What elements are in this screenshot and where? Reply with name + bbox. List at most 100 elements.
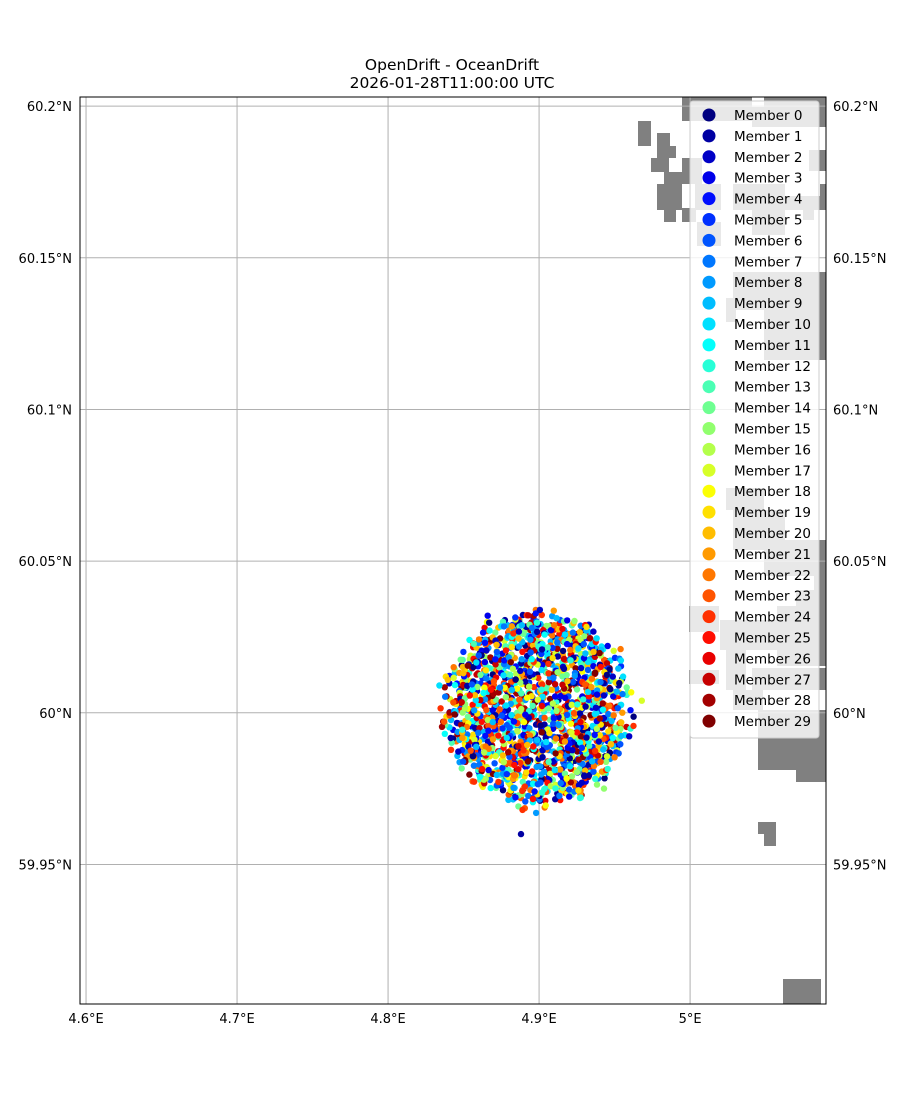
particle-point	[580, 640, 587, 648]
chart-subtitle: 2026-01-28T11:00:00 UTC	[350, 74, 555, 92]
particle-point	[534, 736, 541, 744]
particle-point	[533, 619, 541, 626]
particle-point	[593, 781, 601, 788]
particle-point	[591, 731, 598, 739]
particle-point	[450, 664, 457, 671]
particle-point	[549, 632, 556, 639]
particle-point	[441, 718, 448, 725]
particle-point	[610, 693, 617, 700]
legend-marker	[702, 651, 716, 665]
particle-point	[539, 661, 546, 668]
particle-point	[505, 749, 512, 756]
particle-point	[517, 667, 524, 675]
particle-point	[492, 629, 499, 636]
particle-point	[550, 715, 558, 722]
particle-point	[609, 734, 617, 742]
particle-point	[609, 673, 616, 680]
legend-label: Member 2	[734, 150, 802, 166]
particle-point	[503, 734, 510, 742]
legend-marker	[702, 359, 716, 373]
particle-point	[600, 746, 607, 753]
axis-ticks: 4.6°E 4.7°E 4.8°E 4.9°E 5°E 59.95°N 59.95°N 60°…	[19, 100, 887, 1027]
particle-point	[535, 674, 542, 682]
particle-point	[481, 624, 488, 631]
legend-marker	[702, 171, 716, 185]
particle-point	[479, 629, 487, 636]
particle-point	[592, 704, 600, 711]
particle-point	[515, 635, 522, 642]
particle-point	[529, 642, 537, 649]
y-tick-label-left: 60.2°N	[27, 100, 72, 115]
legend-label: Member 15	[734, 422, 811, 438]
particle-point	[476, 773, 484, 780]
particle-point	[483, 706, 490, 714]
particle-point	[628, 689, 635, 696]
particle-point	[513, 685, 521, 692]
particle-point	[568, 729, 575, 736]
particle-point	[519, 806, 526, 814]
particle-point	[522, 711, 529, 718]
particle-point	[438, 723, 446, 730]
particle-point	[595, 738, 602, 745]
y-tick-label-right: 60°N	[833, 707, 866, 722]
particle-point	[627, 707, 634, 714]
particle-point	[599, 700, 606, 707]
particle-point	[515, 643, 523, 650]
particle-point	[623, 684, 630, 691]
particle-point	[506, 671, 514, 678]
particle-point	[516, 696, 523, 703]
legend-marker	[702, 693, 716, 707]
legend-label: Member 17	[734, 463, 811, 479]
particle-point	[575, 645, 582, 652]
particle-point	[509, 665, 517, 672]
particle-point	[478, 718, 485, 725]
particle-point	[510, 630, 517, 637]
particle-point	[508, 711, 515, 719]
particle-point	[545, 670, 552, 677]
legend-marker	[702, 338, 716, 352]
particle-point	[552, 735, 560, 742]
particle-point	[575, 756, 582, 763]
particle-point	[537, 722, 544, 729]
legend-label: Member 29	[734, 714, 811, 730]
particle-point	[466, 771, 473, 778]
particle-point	[499, 725, 506, 732]
particle-point	[475, 636, 483, 643]
particle-point	[576, 710, 584, 717]
legend-label: Member 22	[734, 568, 811, 584]
particle-point	[538, 771, 545, 778]
particle-point	[548, 686, 556, 693]
particle-point	[559, 681, 566, 688]
legend-label: Member 25	[734, 631, 811, 647]
particle-point	[582, 767, 589, 774]
particle-point	[562, 732, 569, 739]
particle-point	[607, 741, 615, 748]
particle-point	[493, 771, 500, 779]
particle-point	[457, 656, 464, 663]
particle-point	[563, 640, 571, 648]
particle-point	[451, 681, 459, 689]
particle-point	[470, 640, 477, 648]
particle-point	[499, 764, 506, 772]
particle-point	[529, 702, 536, 709]
particle-point	[596, 732, 603, 739]
legend-marker	[702, 505, 716, 519]
particle-point	[500, 759, 507, 766]
particle-point	[542, 797, 549, 804]
particle-point	[560, 665, 568, 672]
legend-marker	[702, 422, 716, 435]
particle-point	[482, 667, 490, 674]
particle-point	[481, 696, 489, 703]
particle-point	[460, 648, 467, 656]
particle-point	[557, 779, 564, 787]
particle-point	[576, 739, 584, 746]
particle-point	[534, 696, 541, 703]
particle-point	[505, 796, 512, 804]
legend-label: Member 6	[734, 233, 802, 249]
particle-point	[571, 672, 578, 680]
particle-point	[573, 769, 581, 776]
particle-point	[457, 721, 465, 729]
legend: Member 0 Member 1 Member 2 Member 3 Member 4…	[689, 100, 820, 739]
particle-point	[566, 793, 573, 800]
particle-point	[611, 754, 618, 761]
